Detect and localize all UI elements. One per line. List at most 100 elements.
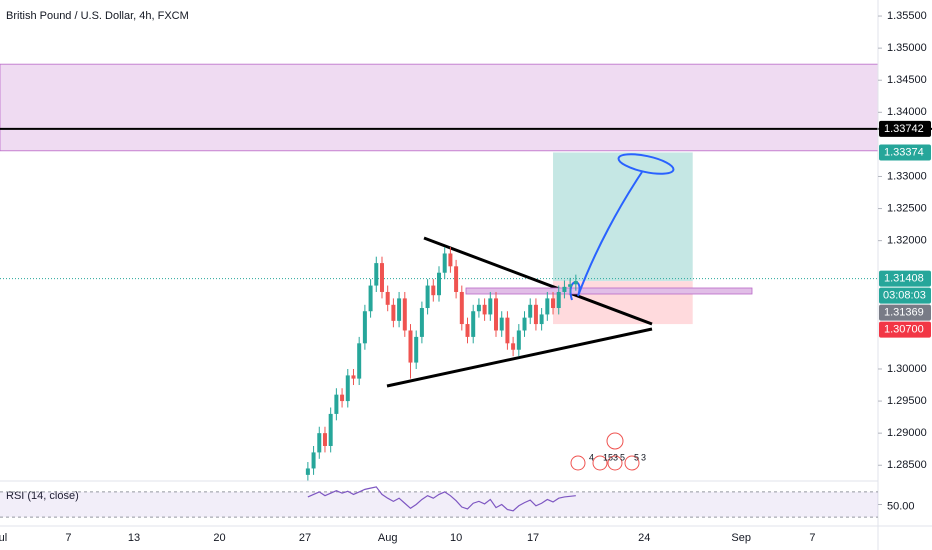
price-label-box: [879, 270, 931, 287]
candle-body: [437, 272, 441, 296]
candle-body: [379, 263, 384, 292]
profit-zone: [553, 152, 693, 282]
x-tick-label: 7: [809, 532, 815, 544]
candle-body: [351, 375, 356, 379]
event-icon: [607, 455, 623, 471]
candle-body: [357, 343, 362, 379]
y-tick-label: 1.34500: [887, 74, 927, 86]
candle-body: [545, 298, 550, 315]
y-tick-label: 1.32500: [887, 202, 927, 214]
candle-body: [385, 291, 390, 305]
event-icon: [624, 455, 640, 471]
y-tick-label: 1.30000: [887, 363, 927, 375]
candle-body: [494, 298, 499, 331]
candle-body: [408, 330, 413, 363]
candle-body: [471, 311, 476, 337]
x-tick-label: Sep: [731, 532, 751, 544]
candle-body: [488, 298, 493, 315]
trendline: [423, 236, 653, 326]
candle-body: [562, 286, 567, 292]
candle-body: [322, 433, 327, 446]
event-icon: [592, 455, 608, 471]
x-tick-label: Aug: [378, 532, 398, 544]
event-label: 3: [641, 452, 646, 462]
candle-body: [305, 468, 310, 475]
candle-body: [522, 317, 527, 331]
arrow-path: [569, 171, 643, 301]
y-tick-label: 1.33000: [887, 170, 927, 182]
candle-body: [568, 284, 573, 287]
candle-body: [402, 298, 407, 331]
candle-body: [528, 304, 533, 318]
candle-body: [334, 394, 339, 414]
candle-body: [362, 311, 367, 344]
candle-body: [391, 304, 396, 321]
event-icon: [606, 432, 624, 450]
y-tick-label: 1.35500: [887, 10, 927, 22]
y-tick-label: 1.32000: [887, 235, 927, 247]
rsi-tick-label: 50.00: [887, 500, 915, 512]
y-tick-label: 1.35000: [887, 42, 927, 54]
candle-body: [414, 336, 419, 363]
x-tick-label: 27: [299, 532, 311, 544]
candle-body: [499, 317, 504, 331]
loss-zone: [553, 281, 693, 325]
candle-body: [431, 285, 436, 296]
candle-body: [556, 291, 561, 309]
candle-body: [516, 330, 521, 350]
x-tick-label: 10: [450, 532, 462, 544]
countdown: 03:08:03: [883, 290, 926, 302]
candle-body: [317, 433, 322, 453]
candle-body: [340, 394, 345, 402]
x-tick-label: 13: [128, 532, 140, 544]
candle-body: [311, 452, 316, 469]
candle-body: [419, 308, 424, 337]
candle-body: [397, 298, 402, 321]
rsi-band-fill: [0, 491, 878, 518]
candle-body: [539, 314, 544, 325]
y-tick-label: 1.29000: [887, 427, 927, 439]
plot: [305, 247, 578, 482]
chart-title: British Pound / U.S. Dollar, 4h, FXCM: [6, 10, 189, 22]
x-tick-label: 7: [65, 532, 71, 544]
candle-body: [482, 304, 487, 315]
candle-body: [374, 263, 379, 286]
price-label: 1.31369: [884, 307, 924, 319]
price-label-box: [879, 321, 931, 338]
rsi-line: [307, 486, 576, 512]
y-tick-label: 1.28500: [887, 459, 927, 471]
event-label: 153: [603, 452, 618, 462]
event-icon: [570, 455, 586, 471]
candle-body: [505, 317, 510, 344]
small-zone: [465, 287, 753, 295]
candle-body: [448, 253, 453, 267]
candle-body: [454, 266, 459, 292]
x-tick-label: 24: [638, 532, 650, 544]
target-ellipse: [617, 153, 675, 175]
y-tick-label: 1.34000: [887, 106, 927, 118]
candle-body: [328, 413, 333, 446]
price-label: 1.33374: [884, 146, 924, 158]
event-label: 5: [620, 452, 625, 462]
candle-body: [368, 285, 373, 312]
x-tick-label: 20: [213, 532, 225, 544]
candle-body: [476, 304, 481, 312]
candle-body: [465, 324, 470, 337]
event-label: 4: [589, 452, 594, 462]
candle-body: [573, 281, 578, 285]
countdown-box: [879, 287, 931, 304]
rsi-title: RSI (14, close): [6, 490, 79, 502]
candle-body: [459, 291, 464, 325]
x-tick-label: ul: [0, 532, 7, 544]
price-label: 1.30700: [884, 324, 924, 336]
price-label: 1.31408: [884, 273, 924, 285]
candle-body: [425, 285, 430, 309]
event-label: 5: [634, 452, 639, 462]
price-label-box: [879, 120, 931, 137]
candle-body: [551, 298, 556, 309]
candle-body: [533, 304, 538, 325]
candle-body: [442, 253, 447, 273]
candle-body: [345, 375, 350, 402]
price-label-box: [879, 304, 931, 321]
